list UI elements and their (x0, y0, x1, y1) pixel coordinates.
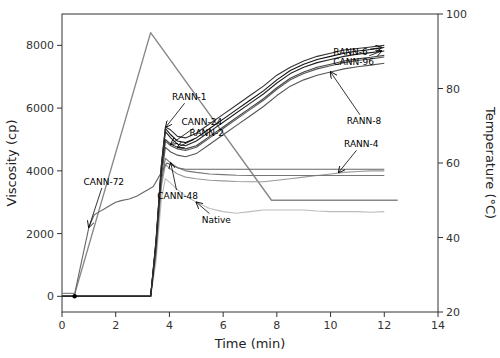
x-tick-label: 6 (220, 319, 227, 332)
x-tick (169, 312, 170, 317)
viscosity-line (62, 165, 384, 297)
y-tick (57, 45, 62, 46)
y-tick (57, 108, 62, 109)
annotations: RANN-1 CANN-24RANN-2 CANN-72 CANN-48 Native R… (83, 47, 381, 228)
y-tick-label: 8000 (26, 39, 54, 52)
annotation-arrow (339, 150, 357, 172)
y2-tick (438, 88, 443, 89)
x-tick (115, 312, 116, 317)
annotation-arrow (331, 72, 360, 115)
viscosity-line (62, 163, 384, 296)
annotation: CANN-96 (333, 57, 374, 67)
annotation: RANN-6 (333, 47, 368, 57)
y-axis-label: Viscosity (cp) (4, 120, 19, 207)
y2-tick (438, 237, 443, 238)
plot-area (62, 33, 398, 299)
y2-tick-label: 60 (446, 157, 460, 170)
x-tick-label: 8 (273, 319, 280, 332)
annotation-arrow (177, 139, 194, 147)
x-tick (438, 312, 439, 317)
annotation-arrow (171, 163, 177, 190)
x-tick-label: 10 (324, 319, 338, 332)
y-tick (57, 233, 62, 234)
x-tick-label: 14 (431, 319, 445, 332)
viscosity-line (62, 158, 384, 296)
point (72, 294, 76, 298)
y-tick-label: 6000 (26, 102, 54, 115)
y2-tick (438, 163, 443, 164)
chart: 0 2 4 6 8 10 12 14 0 2000 4000 6000 8000 20 40 60 80 100 T… (0, 0, 500, 358)
annotation: RANN-2 (190, 128, 224, 138)
x-tick-label: 12 (377, 319, 391, 332)
annotation-arrow (89, 188, 102, 227)
y-tick (57, 170, 62, 171)
x-tick (384, 312, 385, 317)
viscosity-line (62, 57, 384, 296)
x-tick-label: 2 (112, 319, 119, 332)
y2-tick-label: 80 (446, 83, 460, 96)
y-tick (57, 296, 62, 297)
y-tick-label: 2000 (26, 228, 54, 241)
temperature-line (62, 33, 398, 294)
viscosity-line (62, 179, 384, 297)
annotation-arrow (369, 51, 381, 56)
annotation: RANN-1 (172, 92, 206, 102)
y2-tick (438, 14, 443, 15)
y2-axis-label: Temperature (°C) (483, 106, 498, 219)
annotation: CANN-72 (83, 177, 124, 187)
y2-tick-label: 100 (446, 8, 467, 21)
viscosity-line (62, 51, 384, 296)
annotation: RANN-8 (347, 116, 382, 126)
annotation: RANN-4 (344, 139, 379, 149)
annotation-arrow (196, 202, 209, 213)
x-tick (330, 312, 331, 317)
x-tick (223, 312, 224, 317)
viscosity-line (62, 45, 384, 296)
viscosity-line (62, 48, 384, 297)
viscosity-line (62, 55, 384, 296)
x-tick-label: 4 (166, 319, 173, 332)
y2-tick-label: 20 (446, 306, 460, 319)
y2-tick-label: 40 (446, 232, 460, 245)
annotation-arrow (370, 48, 382, 50)
x-tick (276, 312, 277, 317)
plot-frame (62, 14, 438, 312)
annotation: Native (202, 215, 232, 225)
x-tick-label: 0 (59, 319, 66, 332)
annotation: CANN-48 (157, 191, 198, 201)
y-tick-label: 0 (47, 290, 54, 303)
x-axis-label: Time (min) (214, 336, 286, 351)
annotation: CANN-24 (182, 117, 223, 127)
viscosity-line (62, 63, 384, 296)
y2-tick (438, 312, 443, 313)
x-tick (62, 312, 63, 317)
y-tick-label: 4000 (26, 165, 54, 178)
